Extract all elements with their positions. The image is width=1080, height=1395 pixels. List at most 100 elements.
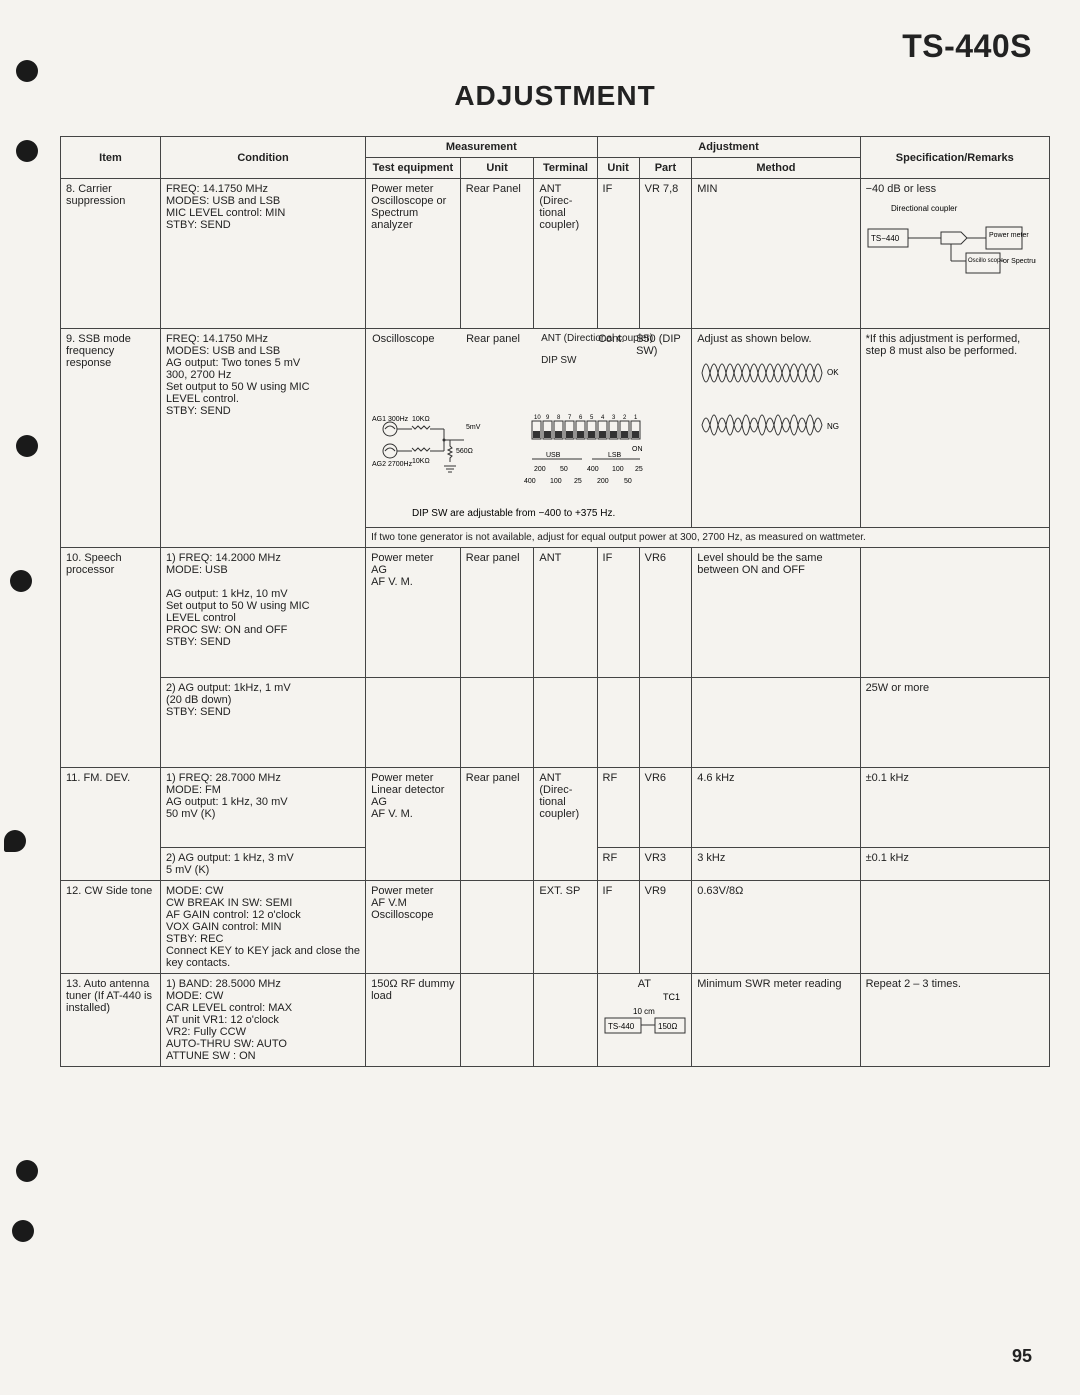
svg-text:7: 7 <box>568 415 572 421</box>
cell-terminal: ANT (Direc­tional coupler) <box>534 768 597 881</box>
th-condition: Condition <box>160 137 365 179</box>
svg-text:50: 50 <box>624 478 632 485</box>
svg-text:AG2 2700Hz: AG2 2700Hz <box>372 461 413 468</box>
svg-text:3: 3 <box>612 415 616 421</box>
svg-text:TS-440: TS-440 <box>608 1022 635 1031</box>
cell-spec: ±0.1 kHz <box>860 848 1049 881</box>
cell-part: VR6 <box>639 548 692 678</box>
svg-text:25: 25 <box>635 466 643 473</box>
cell-item: 13. Auto antenna tuner (If AT-440 is ins… <box>61 974 161 1067</box>
cell-test: 150Ω RF dummy load <box>366 974 461 1067</box>
svg-text:LSB: LSB <box>608 452 622 459</box>
cell-spec: ±0.1 kHz <box>860 768 1049 848</box>
cell-item: 10. Speech processor <box>61 548 161 768</box>
cell-method: MIN <box>692 179 860 329</box>
cell-condition: FREQ: 14.1750 MHz MODES: USB and LSB MIC… <box>160 179 365 329</box>
th-test: Test equipment <box>366 158 461 179</box>
cell-terminal: ANT (Direc­tional coupler) <box>534 179 597 329</box>
th-munit: Unit <box>460 158 534 179</box>
cell-test: Power meter AF V.M Oscilloscope <box>366 881 461 974</box>
cell-method: Minimum SWR meter reading <box>692 974 860 1067</box>
svg-text:10 cm: 10 cm <box>633 1007 655 1016</box>
svg-text:4: 4 <box>601 415 605 421</box>
svg-text:Power meter: Power meter <box>989 232 1029 239</box>
table-row: 8. Carrier suppression FREQ: 14.1750 MHz… <box>61 179 1050 329</box>
svg-text:OK: OK <box>827 368 839 377</box>
table-row: 11. FM. DEV. 1) FREQ: 28.7000 MHz MODE: … <box>61 768 1050 848</box>
block-diagram-icon: Directional coupler TS−440 Power meter O… <box>866 199 1036 289</box>
table-row: 13. Auto antenna tuner (If AT-440 is ins… <box>61 974 1050 1067</box>
cell-part: VR6 <box>639 768 692 848</box>
svg-text:ON: ON <box>632 446 643 453</box>
svg-text:TS−440: TS−440 <box>871 234 900 243</box>
svg-text:560Ω: 560Ω <box>456 448 473 455</box>
svg-text:200: 200 <box>534 466 546 473</box>
svg-text:6: 6 <box>579 415 583 421</box>
cell-aunit: RF <box>597 848 639 881</box>
th-terminal: Terminal <box>534 158 597 179</box>
svg-text:Oscillo scope: Oscillo scope <box>968 258 1004 264</box>
cell-test: Power meter AG AF V. M. <box>366 548 461 678</box>
cell-condition: 1) FREQ: 28.7000 MHz MODE: FM AG output:… <box>160 768 365 848</box>
cell-item: 11. FM. DEV. <box>61 768 161 881</box>
cell-spec: Repeat 2 – 3 times. <box>860 974 1049 1067</box>
svg-text:150Ω: 150Ω <box>658 1022 677 1031</box>
svg-text:DIP SW are adjustable from −40: DIP SW are adjustable from −400 to +375 … <box>412 508 615 519</box>
cell-munit: Rear Panel <box>460 179 534 329</box>
svg-text:NG: NG <box>827 422 839 431</box>
th-measurement: Measurement <box>366 137 597 158</box>
cell-part: VR 7,8 <box>639 179 692 329</box>
cell-item: 8. Carrier suppression <box>61 179 161 329</box>
cell-item: 12. CW Side tone <box>61 881 161 974</box>
cell-at-diagram: AT TC1 10 cm TS-440 150Ω <box>597 974 692 1067</box>
th-item: Item <box>61 137 161 179</box>
cell-part: VR3 <box>639 848 692 881</box>
svg-text:USB: USB <box>546 452 561 459</box>
table-row: 12. CW Side tone MODE: CW CW BREAK IN SW… <box>61 881 1050 974</box>
cell-dipsw-diagram: Oscilloscope Rear panel ANT (Direc­tiona… <box>366 329 692 528</box>
model-label: TS-440S <box>902 28 1032 65</box>
cell-method: Level should be the same between ON and … <box>692 548 860 678</box>
svg-text:9: 9 <box>546 415 550 421</box>
cell-munit: Rear panel <box>460 548 534 678</box>
page-number: 95 <box>1012 1346 1032 1367</box>
svg-text:10KΩ: 10KΩ <box>412 416 430 423</box>
cell-method: 0.63V/8Ω <box>692 881 860 974</box>
svg-text:1: 1 <box>634 415 638 421</box>
cell-condition: 1) BAND: 28.5000 MHz MODE: CW CAR LEVEL … <box>160 974 365 1067</box>
svg-text:10: 10 <box>534 415 541 421</box>
svg-text:10KΩ: 10KΩ <box>412 458 430 465</box>
svg-text:AG1 300Hz: AG1 300Hz <box>372 416 409 423</box>
cell-spec: −40 dB or less Directional coupler TS−44… <box>860 179 1049 329</box>
svg-text:400: 400 <box>587 466 599 473</box>
svg-text:8: 8 <box>557 415 561 421</box>
cell-aunit: IF <box>597 881 639 974</box>
two-tone-note: If two tone generator is not available, … <box>366 528 1050 548</box>
waveform-icon: OK NG <box>697 351 847 461</box>
svg-text:5mV: 5mV <box>466 424 481 431</box>
cell-method: 3 kHz <box>692 848 860 881</box>
cell-condition: MODE: CW CW BREAK IN SW: SEMI AF GAIN co… <box>160 881 365 974</box>
cell-condition: FREQ: 14.1750 MHz MODES: USB and LSB AG … <box>160 329 365 548</box>
th-method: Method <box>692 158 860 179</box>
cell-munit: Rear panel <box>460 768 534 881</box>
cell-aunit: IF <box>597 179 639 329</box>
adjustment-table: Item Condition Measurement Adjustment Sp… <box>60 136 1050 1067</box>
table-row: 9. SSB mode frequency response FREQ: 14.… <box>61 329 1050 528</box>
svg-text:50: 50 <box>560 466 568 473</box>
th-adjustment: Adjustment <box>597 137 860 158</box>
th-aunit: Unit <box>597 158 639 179</box>
cell-method: 4.6 kHz <box>692 768 860 848</box>
cell-part: VR9 <box>639 881 692 974</box>
cell-spec <box>860 548 1049 678</box>
table-row: 2) AG output: 1kHz, 1 mV (20 dB down) ST… <box>61 678 1050 768</box>
cell-condition: 2) AG output: 1kHz, 1 mV (20 dB down) ST… <box>160 678 365 768</box>
cell-terminal: EXT. SP <box>534 881 597 974</box>
svg-text:25: 25 <box>574 478 582 485</box>
cell-test: Power meter Linear detector AG AF V. M. <box>366 768 461 881</box>
svg-text:400: 400 <box>524 478 536 485</box>
svg-text:200: 200 <box>597 478 609 485</box>
cell-condition: 1) FREQ: 14.2000 MHz MODE: USB AG output… <box>160 548 365 678</box>
cell-aunit: RF <box>597 768 639 848</box>
svg-text:100: 100 <box>612 466 624 473</box>
